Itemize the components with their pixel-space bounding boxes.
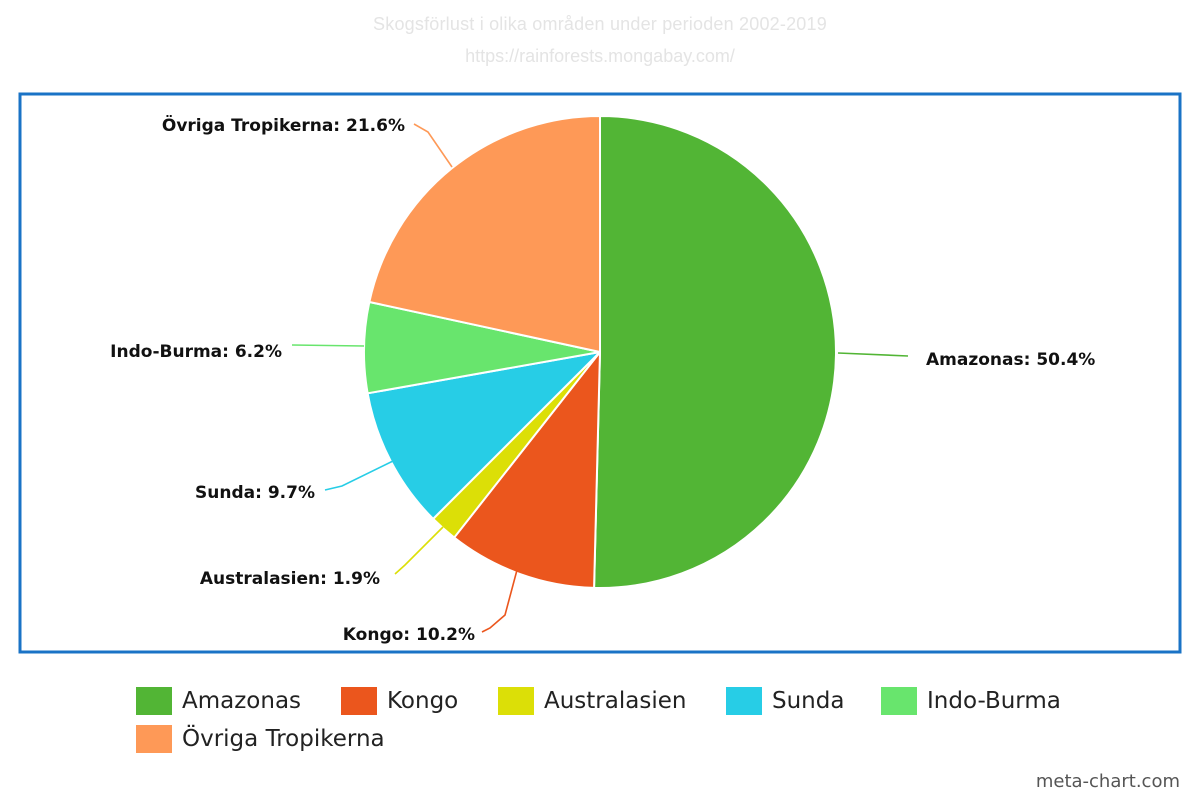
legend-label: Kongo: [387, 688, 459, 714]
pie-slice-ovriga-tropikerna: [368, 115, 601, 353]
legend-label: Australasien: [544, 688, 687, 714]
chart-title: Skogsförlust i olika områden under perio…: [373, 14, 827, 34]
legend-swatch: [726, 687, 762, 715]
leader-line-ovriga-tropikerna: [413, 123, 453, 168]
legend-label: Övriga Tropikerna: [182, 726, 385, 752]
legend-swatch: [341, 687, 377, 715]
data-label-amazonas: Amazonas: 50.4%: [926, 350, 1095, 370]
legend-label: Indo-Burma: [927, 688, 1061, 714]
legend-swatch: [881, 687, 917, 715]
chart-frame: [18, 92, 1182, 654]
data-label-ovriga-tropikerna: Övriga Tropikerna: 21.6%: [162, 114, 405, 136]
legend-label: Sunda: [772, 688, 845, 714]
pie-slice-kongo: [453, 351, 601, 589]
legend-item-kongo[interactable]: Kongo: [341, 686, 458, 716]
data-label-sunda: Sunda: 9.7%: [195, 483, 315, 503]
leader-line-sunda: [324, 460, 394, 491]
data-label-kongo: Kongo: 10.2%: [343, 625, 475, 645]
legend-item-amazonas[interactable]: Amazonas: [136, 686, 301, 716]
pie-slice-amazonas: [593, 115, 837, 589]
legend-swatch: [136, 687, 172, 715]
data-label-australasien: Australasien: 1.9%: [200, 569, 380, 589]
legend-swatch: [136, 725, 172, 753]
legend-item-indo-burma[interactable]: Indo-Burma: [881, 686, 1061, 716]
watermark: meta-chart.com: [1035, 771, 1180, 792]
legend-item-ovriga-tropikerna[interactable]: Övriga Tropikerna: [136, 724, 385, 754]
leader-line-kongo: [481, 569, 518, 633]
chart-subtitle: https://rainforests.mongabay.com/: [465, 46, 735, 66]
legend-item-australasien[interactable]: Australasien: [498, 686, 686, 716]
pie-slice-sunda: [366, 351, 601, 520]
leader-line-indo-burma: [291, 344, 365, 347]
legend-label: Amazonas: [182, 688, 302, 714]
leader-line-australasien: [394, 526, 444, 575]
leader-line-amazonas: [837, 352, 909, 357]
legend-item-sunda[interactable]: Sunda: [726, 686, 844, 716]
data-label-indo-burma: Indo-Burma: 6.2%: [110, 342, 282, 362]
legend-swatch: [498, 687, 534, 715]
